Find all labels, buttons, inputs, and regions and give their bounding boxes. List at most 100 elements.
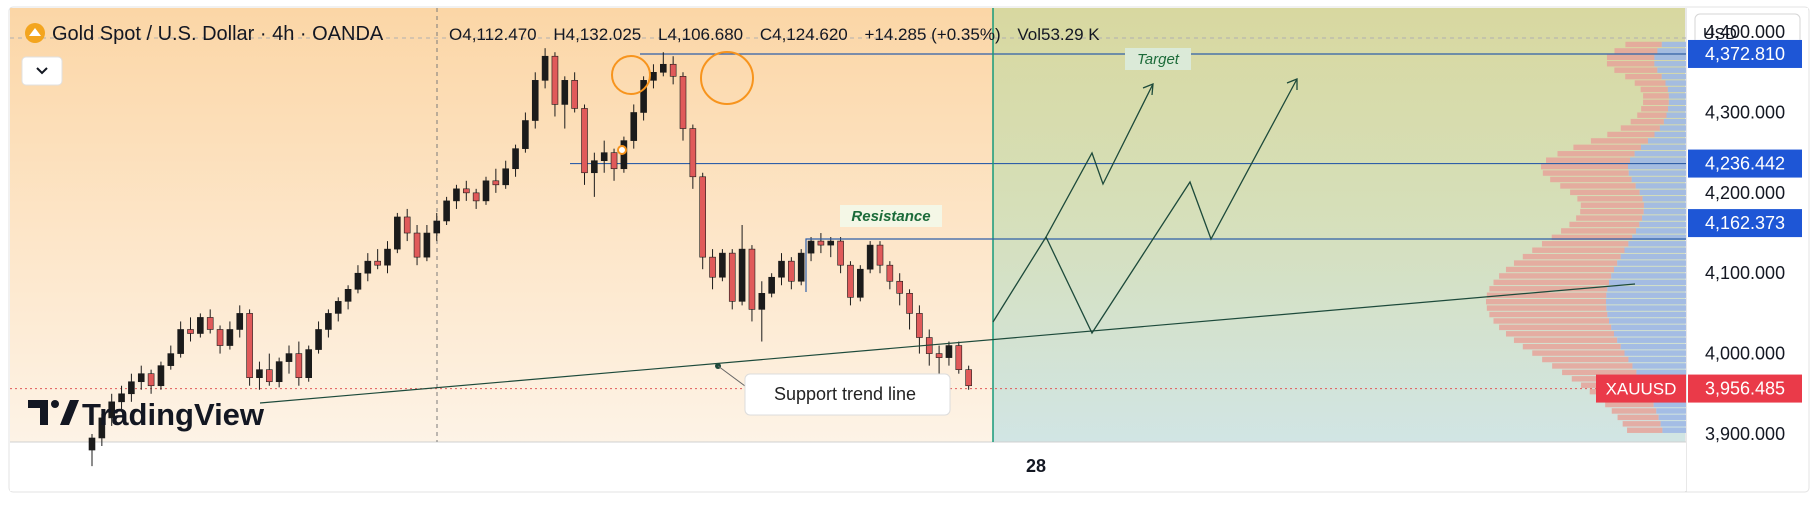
- volume-profile-bar-buy: [1657, 67, 1686, 73]
- volume-profile-bar-sell: [1637, 112, 1667, 118]
- candle-body: [866, 244, 874, 270]
- candle-body: [827, 240, 835, 246]
- chevron-down-icon: [36, 67, 48, 75]
- volume-profile-bar-buy: [1654, 131, 1686, 138]
- volume-profile-bar-buy: [1613, 266, 1686, 273]
- candle-body: [177, 329, 184, 354]
- candle-body: [364, 260, 372, 274]
- price-level-badge: [1688, 149, 1802, 178]
- volume-profile-bar-sell: [1577, 196, 1643, 202]
- plot-area-left: [10, 8, 993, 442]
- symbol-legend[interactable]: Gold Spot / U.S. Dollar · 4h · OANDA O4,…: [25, 23, 1100, 45]
- volume-profile-bar-buy: [1631, 176, 1686, 183]
- gold-bars-glyph: [29, 28, 41, 36]
- volume-profile-bar-sell: [1541, 163, 1629, 170]
- volume-profile-bar-buy: [1624, 350, 1686, 356]
- volume-profile-bar-sell: [1640, 86, 1668, 93]
- close-value: 4,124.620: [772, 25, 848, 44]
- volume-profile-bar-sell: [1489, 311, 1608, 318]
- volume-profile-bar-buy: [1606, 298, 1686, 305]
- volume-profile-bar-sell: [1606, 54, 1655, 61]
- candle-body: [689, 128, 697, 178]
- volume-profile-bar-buy: [1608, 318, 1686, 324]
- volume-profile-bar-buy: [1642, 215, 1686, 221]
- volume-profile-bar-buy: [1668, 93, 1686, 99]
- candle-body: [531, 80, 539, 121]
- volume-profile-bar-buy: [1643, 208, 1686, 215]
- candle-body: [325, 313, 332, 330]
- volume-profile-bar-buy: [1613, 331, 1686, 337]
- volume-profile-bar-buy: [1654, 61, 1686, 67]
- price-level-badge-text: 4,236.442: [1705, 154, 1785, 174]
- volume-profile-bar-sell: [1620, 125, 1660, 131]
- candle-body: [630, 112, 638, 141]
- candle-body: [315, 329, 322, 350]
- candle-body: [403, 216, 411, 234]
- candle-body: [128, 381, 135, 395]
- current-price-badge[interactable]: XAUUSD 3,956.485: [1596, 374, 1802, 403]
- volume-profile-bar-buy: [1663, 118, 1686, 125]
- legend-collapse-button[interactable]: [21, 56, 63, 86]
- resistance-label-box: [840, 205, 942, 227]
- price-tick-label: 4,400.000: [1705, 22, 1785, 42]
- volume-profile-bar-sell: [1630, 118, 1664, 125]
- candle-body: [88, 437, 96, 451]
- volume-profile-bar-sell: [1625, 41, 1662, 48]
- projection-path-1[interactable]: [992, 83, 1154, 323]
- volume-profile-bar-sell: [1532, 247, 1625, 253]
- volume-profile-bar-buy: [1642, 196, 1686, 202]
- price-tick-label: 4,300.000: [1705, 102, 1785, 122]
- support-callout-box[interactable]: [744, 373, 951, 416]
- volume-profile-bar-buy: [1665, 80, 1686, 86]
- candle-body: [719, 252, 726, 278]
- volume-profile-bar-sell: [1580, 208, 1644, 215]
- candle-body: [423, 232, 431, 258]
- candle-body: [462, 188, 470, 194]
- price-tick-label: 4,100.000: [1705, 263, 1785, 283]
- volume-profile-bar-sell: [1489, 286, 1608, 292]
- volume-profile-bar-sell: [1614, 48, 1658, 54]
- volume-profile-bar-buy: [1608, 279, 1686, 286]
- tv-logo-text: TradingView: [82, 397, 265, 432]
- volume-profile-bar-buy: [1611, 273, 1686, 279]
- marker-dot: [617, 145, 627, 155]
- volume-profile-bar-sell: [1546, 157, 1631, 163]
- volume-profile-bar-sell: [1617, 414, 1659, 421]
- volume-profile-bar-buy: [1653, 401, 1686, 408]
- projection-path-2[interactable]: [1045, 78, 1298, 335]
- top-highlight-circle-2[interactable]: [700, 51, 754, 105]
- support-trend-line[interactable]: [259, 283, 1636, 404]
- candle-body: [768, 276, 775, 294]
- candle-body: [916, 313, 923, 338]
- volume-profile-bar-sell: [1486, 292, 1607, 298]
- volume-profile-bar-sell: [1606, 61, 1655, 67]
- candle-body: [876, 244, 884, 266]
- ohlc-readout: O4,112.470 H4,132.025 L4,106.680 C4,124.…: [449, 25, 1100, 44]
- volume-profile-bar-sell: [1557, 151, 1635, 157]
- target-label-box: [1125, 48, 1191, 70]
- volume-profile-bar-buy: [1668, 99, 1686, 106]
- volume-profile-bar-sell: [1561, 228, 1637, 234]
- volume-profile-bar-sell: [1493, 279, 1609, 286]
- resistance-line[interactable]: [805, 238, 1686, 292]
- time-axis-tick-28: 28: [1026, 456, 1046, 476]
- candle-body: [640, 80, 647, 113]
- candle-body: [709, 256, 716, 278]
- top-highlight-circle-1[interactable]: [611, 55, 651, 95]
- candle-body: [157, 365, 165, 387]
- price-level-badge-text: 4,372.810: [1705, 44, 1785, 64]
- volume-profile-bar-sell: [1551, 234, 1633, 241]
- volume-profile-bar-sell: [1486, 298, 1606, 305]
- volume-profile-bar-buy: [1632, 363, 1686, 369]
- volume-profile-bar-buy: [1636, 228, 1686, 234]
- volume-profile-bar-sell: [1605, 401, 1654, 408]
- price-tick-label: 3,900.000: [1705, 424, 1785, 444]
- candle-body: [748, 248, 756, 310]
- candle-body: [847, 264, 854, 298]
- volume-profile-bar-sell: [1550, 176, 1632, 183]
- close-label: C: [760, 25, 772, 44]
- volume-profile-bar-sell: [1542, 356, 1629, 363]
- candle-body: [758, 293, 766, 310]
- tradingview-logo: TradingView: [28, 397, 265, 432]
